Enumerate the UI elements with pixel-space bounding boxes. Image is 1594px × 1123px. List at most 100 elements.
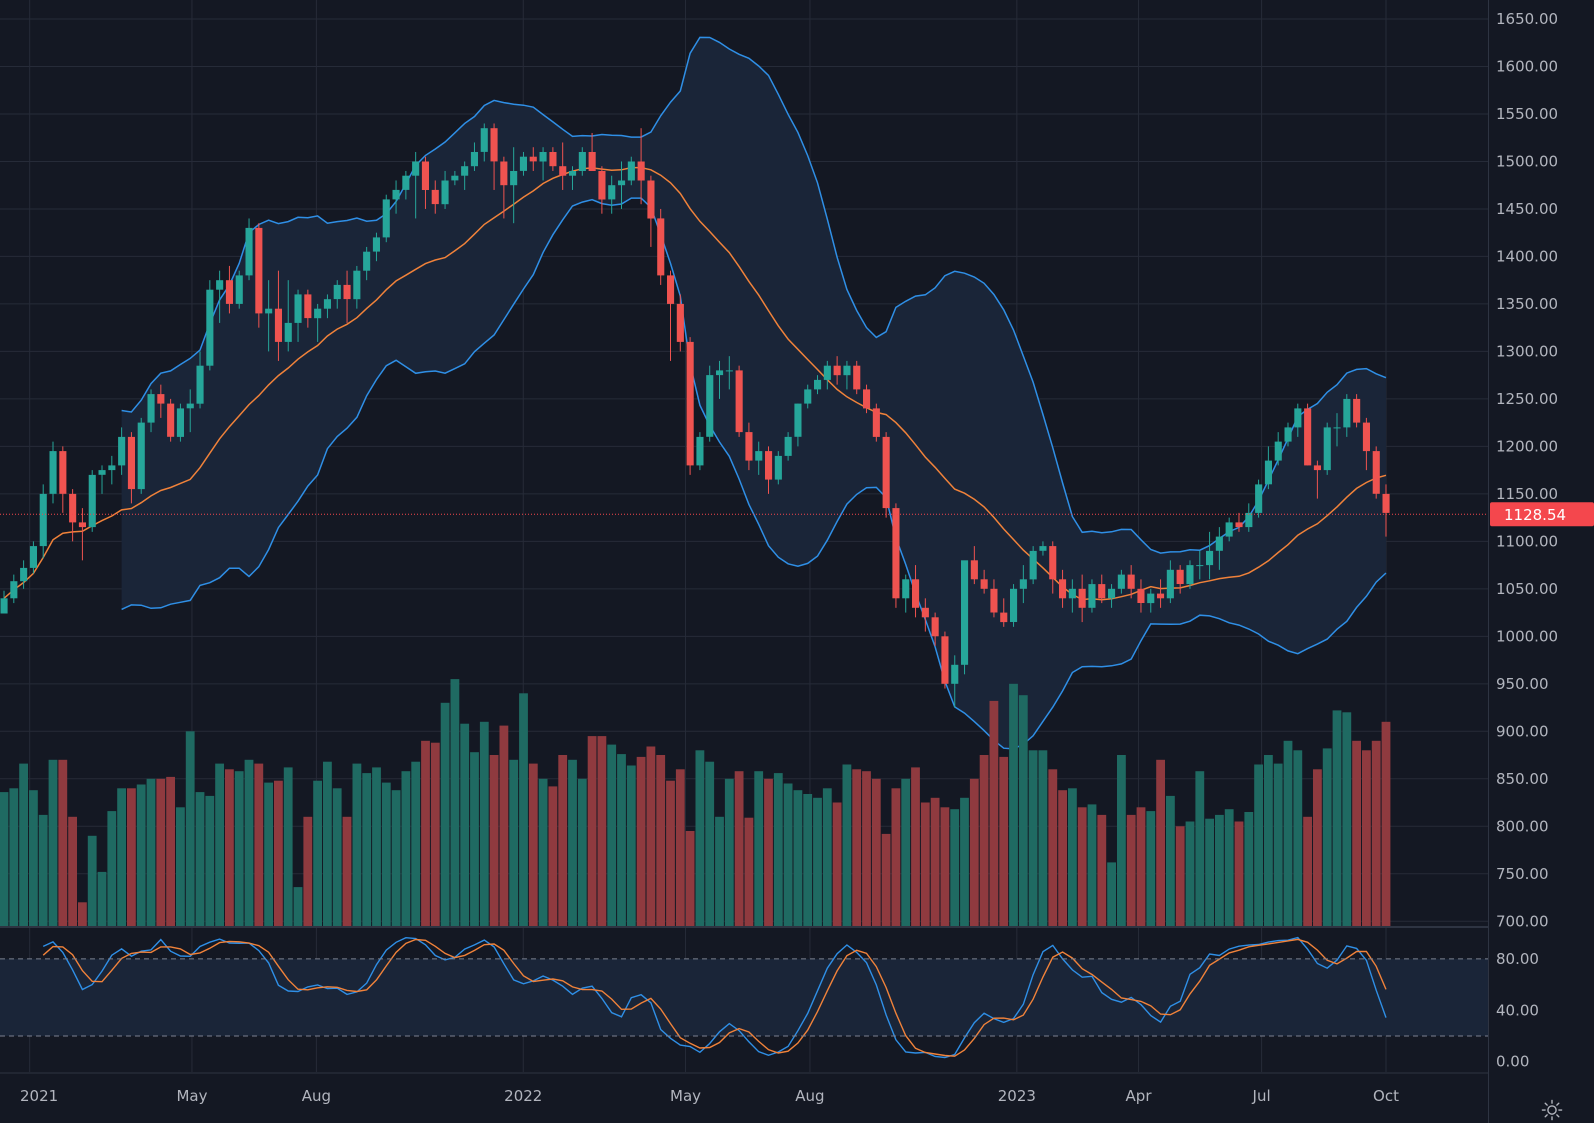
time-tick-label: 2023 bbox=[998, 1087, 1036, 1105]
price-tick-label: 750.00 bbox=[1496, 865, 1549, 883]
volume-bar bbox=[391, 790, 401, 926]
time-tick-label: Jul bbox=[1252, 1087, 1271, 1105]
volume-bar bbox=[332, 788, 342, 926]
candle-down bbox=[647, 180, 655, 219]
bollinger-basis-line bbox=[3, 166, 1387, 601]
candle-down bbox=[1078, 588, 1086, 608]
candle-down bbox=[559, 166, 567, 176]
time-tick-label: Oct bbox=[1373, 1087, 1399, 1105]
candle-up bbox=[470, 152, 478, 167]
candle-down bbox=[676, 303, 684, 342]
candle-up bbox=[1186, 565, 1194, 585]
volume-bar bbox=[1332, 710, 1342, 926]
volume-bar bbox=[979, 755, 989, 926]
volume-bar bbox=[264, 782, 273, 926]
candle-down bbox=[745, 432, 753, 461]
volume-bar bbox=[881, 833, 891, 926]
price-tick-label: 1000.00 bbox=[1496, 627, 1558, 645]
candle-up bbox=[176, 408, 184, 437]
candle-down bbox=[1313, 465, 1321, 471]
candle-up bbox=[1019, 579, 1027, 589]
stochastic-d-line bbox=[42, 938, 1387, 1057]
volume-bar bbox=[185, 731, 195, 926]
candle-up bbox=[402, 175, 410, 190]
volume-bar bbox=[352, 763, 362, 926]
volume-bar bbox=[1352, 740, 1361, 926]
candle-up bbox=[814, 379, 822, 390]
candle-up bbox=[1294, 408, 1302, 428]
volume-bar bbox=[822, 788, 832, 926]
candle-up bbox=[10, 581, 18, 599]
candle-down bbox=[882, 436, 890, 509]
candle-down bbox=[863, 389, 871, 409]
volume-bar bbox=[1146, 811, 1156, 926]
candle-up bbox=[88, 474, 96, 528]
volume-bar bbox=[146, 778, 156, 926]
price-tick-label: 1050.00 bbox=[1496, 580, 1558, 598]
volume-bar bbox=[646, 746, 656, 926]
volume-bar bbox=[842, 764, 852, 926]
candle-up bbox=[1264, 460, 1272, 485]
candle-down bbox=[549, 152, 557, 167]
volume-bar bbox=[695, 750, 705, 926]
candle-up bbox=[1255, 484, 1263, 513]
gear-icon[interactable] bbox=[1541, 1099, 1563, 1121]
volume-bar bbox=[1156, 759, 1165, 926]
volume-bar bbox=[156, 778, 166, 926]
volume-bar bbox=[1224, 809, 1234, 926]
volume-bar bbox=[283, 767, 293, 926]
candle-up bbox=[265, 308, 273, 314]
price-tick-label: 1500.00 bbox=[1496, 152, 1558, 170]
time-tick-label: Aug bbox=[795, 1087, 824, 1105]
candle-up bbox=[1010, 588, 1018, 622]
volume-bar bbox=[1205, 818, 1214, 926]
volume-bar bbox=[685, 831, 695, 926]
volume-bar bbox=[969, 778, 979, 926]
stochastic-tick-label: 80.00 bbox=[1496, 950, 1539, 968]
candle-up bbox=[618, 180, 626, 186]
volume-bar bbox=[548, 786, 558, 926]
candle-up bbox=[412, 161, 420, 176]
candle-up bbox=[784, 436, 792, 456]
candle-down bbox=[735, 370, 743, 433]
candle-up bbox=[382, 199, 390, 238]
candle-up bbox=[49, 451, 57, 494]
volume-bar bbox=[1244, 812, 1254, 926]
volume-bar bbox=[117, 788, 126, 926]
volume-bar bbox=[225, 769, 234, 926]
stochastic-band bbox=[0, 958, 1488, 1036]
volume-bar bbox=[1234, 821, 1244, 926]
price-tick-label: 850.00 bbox=[1496, 770, 1549, 788]
volume-bar bbox=[656, 755, 666, 926]
candle-up bbox=[216, 280, 224, 290]
candle-up bbox=[716, 370, 724, 376]
candle-down bbox=[225, 280, 233, 304]
candle-up bbox=[1333, 427, 1341, 429]
candle-up bbox=[137, 422, 145, 490]
stochastic-tick-label: 0.00 bbox=[1496, 1053, 1529, 1071]
candle-down bbox=[980, 579, 988, 589]
candle-up bbox=[245, 227, 253, 276]
volume-bar bbox=[734, 771, 744, 926]
candles bbox=[0, 123, 1390, 708]
candle-up bbox=[363, 251, 371, 271]
price-tick-label: 1200.00 bbox=[1496, 437, 1558, 455]
volume-bar bbox=[499, 725, 509, 926]
candle-up bbox=[186, 403, 194, 409]
volume-bar bbox=[920, 802, 930, 926]
candle-down bbox=[912, 579, 920, 608]
candle-up bbox=[451, 175, 459, 181]
price-tick-label: 1100.00 bbox=[1496, 532, 1558, 550]
candle-up bbox=[519, 156, 527, 171]
stochastic-k-line bbox=[42, 936, 1387, 1059]
volume-bar bbox=[1381, 721, 1391, 926]
candle-down bbox=[1059, 579, 1067, 599]
volume-bar bbox=[989, 700, 999, 926]
volume-bar bbox=[19, 763, 28, 926]
volume-bar bbox=[1077, 807, 1087, 926]
candle-up bbox=[1039, 546, 1047, 551]
volume-bar bbox=[636, 756, 646, 926]
last-price-box bbox=[1490, 502, 1594, 527]
volume-bar bbox=[313, 780, 322, 926]
